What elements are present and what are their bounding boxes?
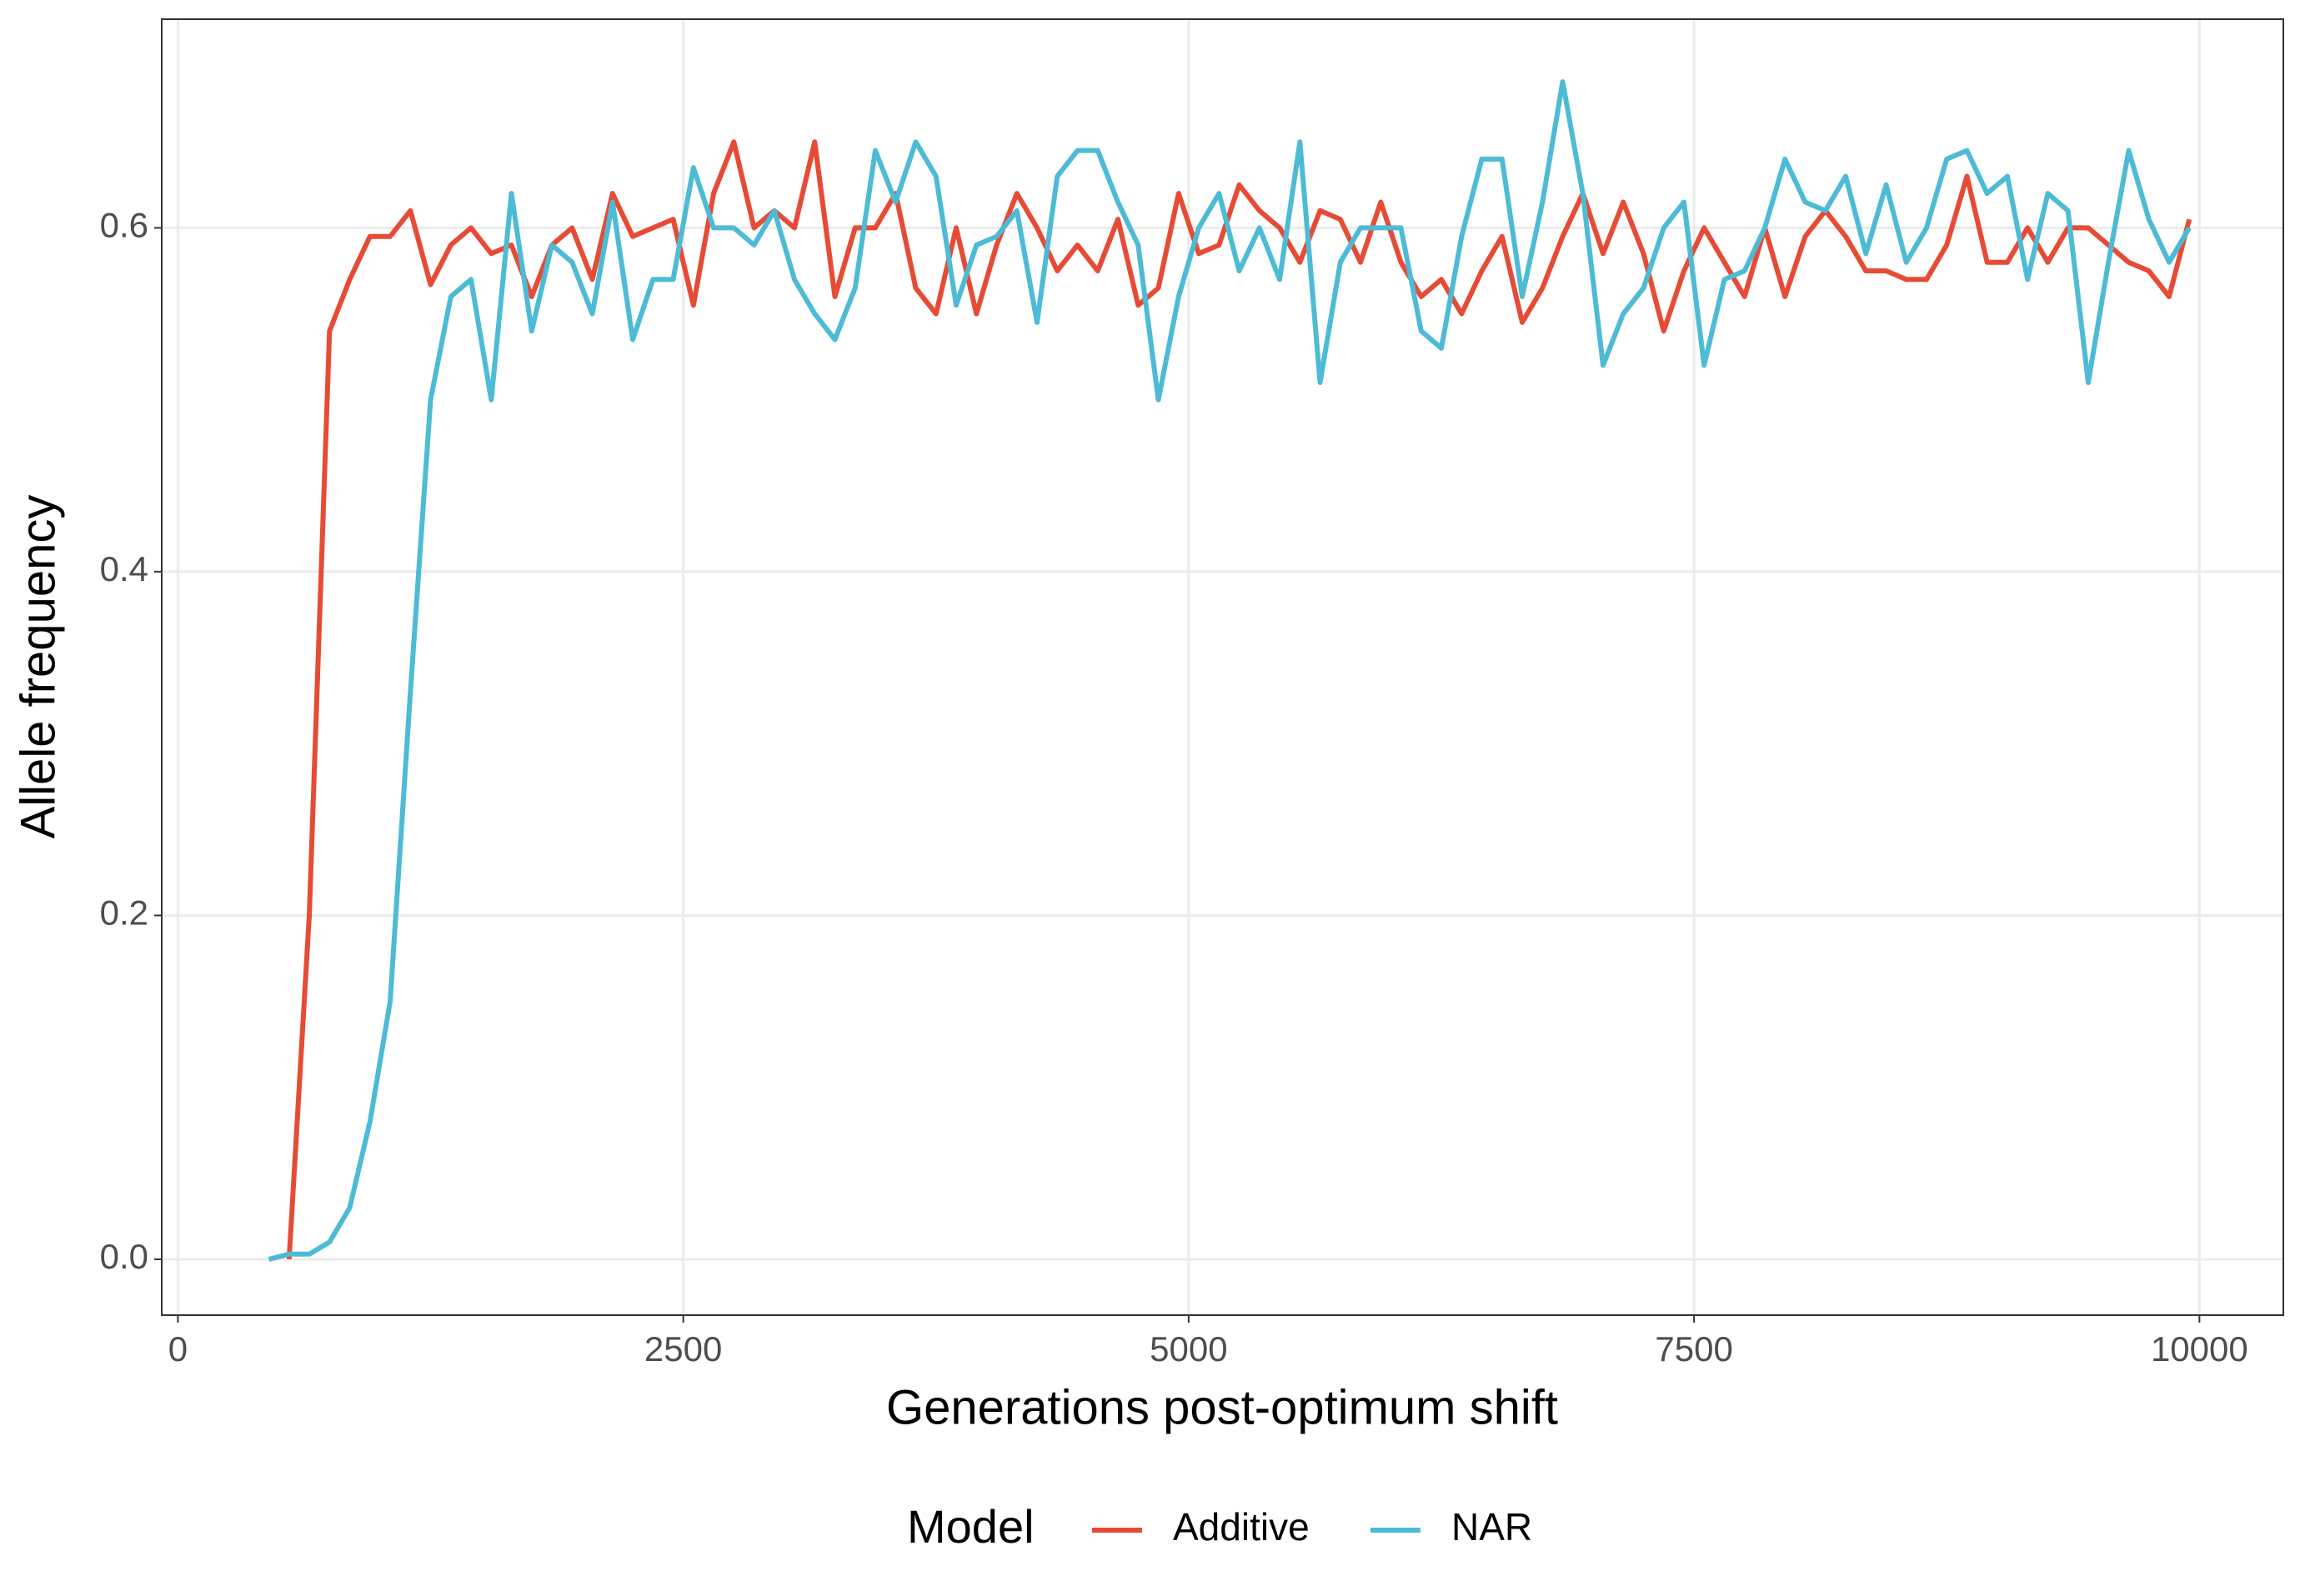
x-tick-label: 7500 <box>1655 1329 1732 1368</box>
plot-border <box>161 18 2284 1316</box>
x-tick-label: 0 <box>168 1329 188 1368</box>
x-tick-label: 10000 <box>2151 1329 2248 1368</box>
series-line <box>286 139 2192 1260</box>
y-axis-title: Allele frequency <box>11 495 65 839</box>
legend-title: Model <box>907 1500 1035 1553</box>
x-axis-title: Generations post-optimum shift <box>886 1380 1558 1434</box>
y-tick-label: 0.0 <box>100 1237 148 1276</box>
y-tick-label: 0.6 <box>100 205 148 244</box>
y-tick-label: 0.2 <box>100 893 148 933</box>
x-tick-label: 2500 <box>644 1329 722 1368</box>
legend-label: NAR <box>1451 1505 1532 1548</box>
y-tick-label: 0.4 <box>100 549 148 588</box>
legend-label: Additive <box>1173 1505 1310 1548</box>
series-line <box>268 79 2192 1262</box>
x-tick-label: 5000 <box>1150 1329 1227 1368</box>
